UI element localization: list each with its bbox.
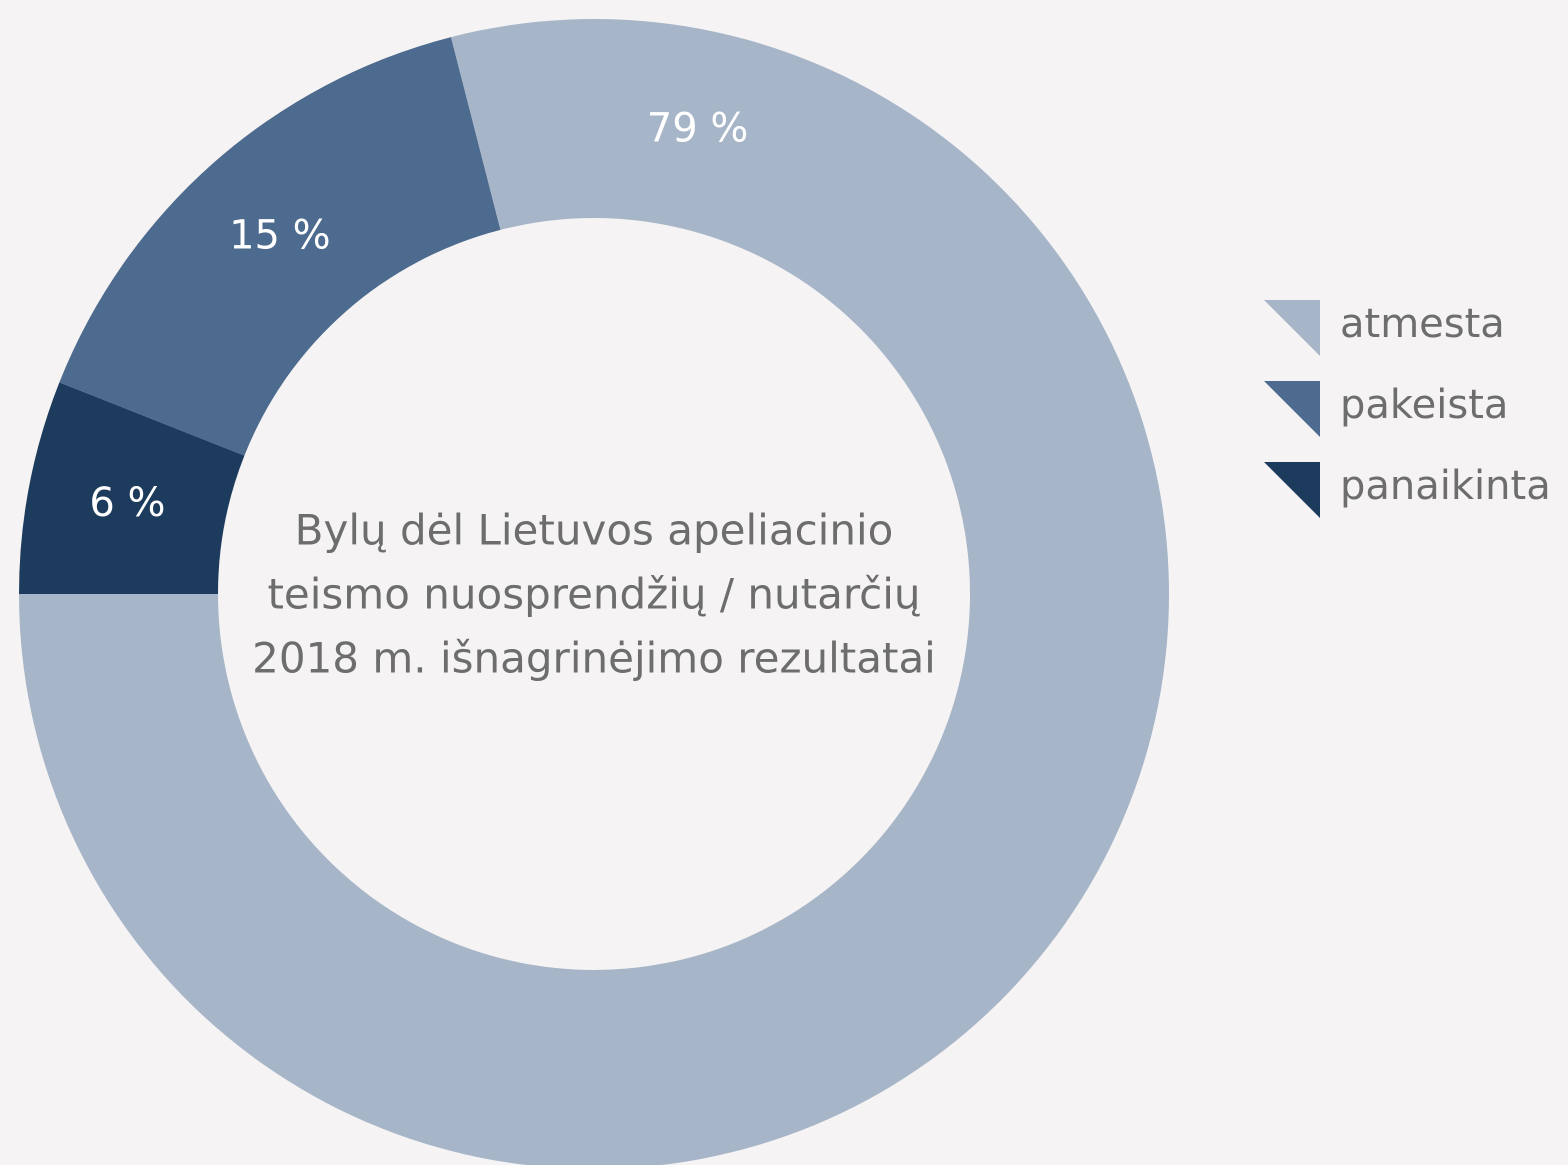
value-label: 79 % [647, 105, 749, 151]
legend-marker [1264, 462, 1320, 518]
value-label: 15 % [229, 213, 331, 259]
legend-label: panaikinta [1340, 463, 1551, 509]
donut-segment [19, 19, 1169, 1165]
donut-segment [19, 382, 245, 594]
legend-label: atmesta [1340, 301, 1505, 347]
legend-marker [1264, 381, 1320, 437]
value-label: 6 % [89, 480, 165, 526]
legend-marker [1264, 300, 1320, 356]
donut-segment [59, 37, 501, 456]
legend-label: pakeista [1340, 382, 1508, 428]
chart-title: 2018 m. išnagrinėjimo rezultatai [252, 634, 936, 683]
chart-title: Bylų dėl Lietuvos apeliacinio [295, 506, 894, 555]
chart-title: teismo nuosprendžių / nutarčių [267, 570, 920, 619]
